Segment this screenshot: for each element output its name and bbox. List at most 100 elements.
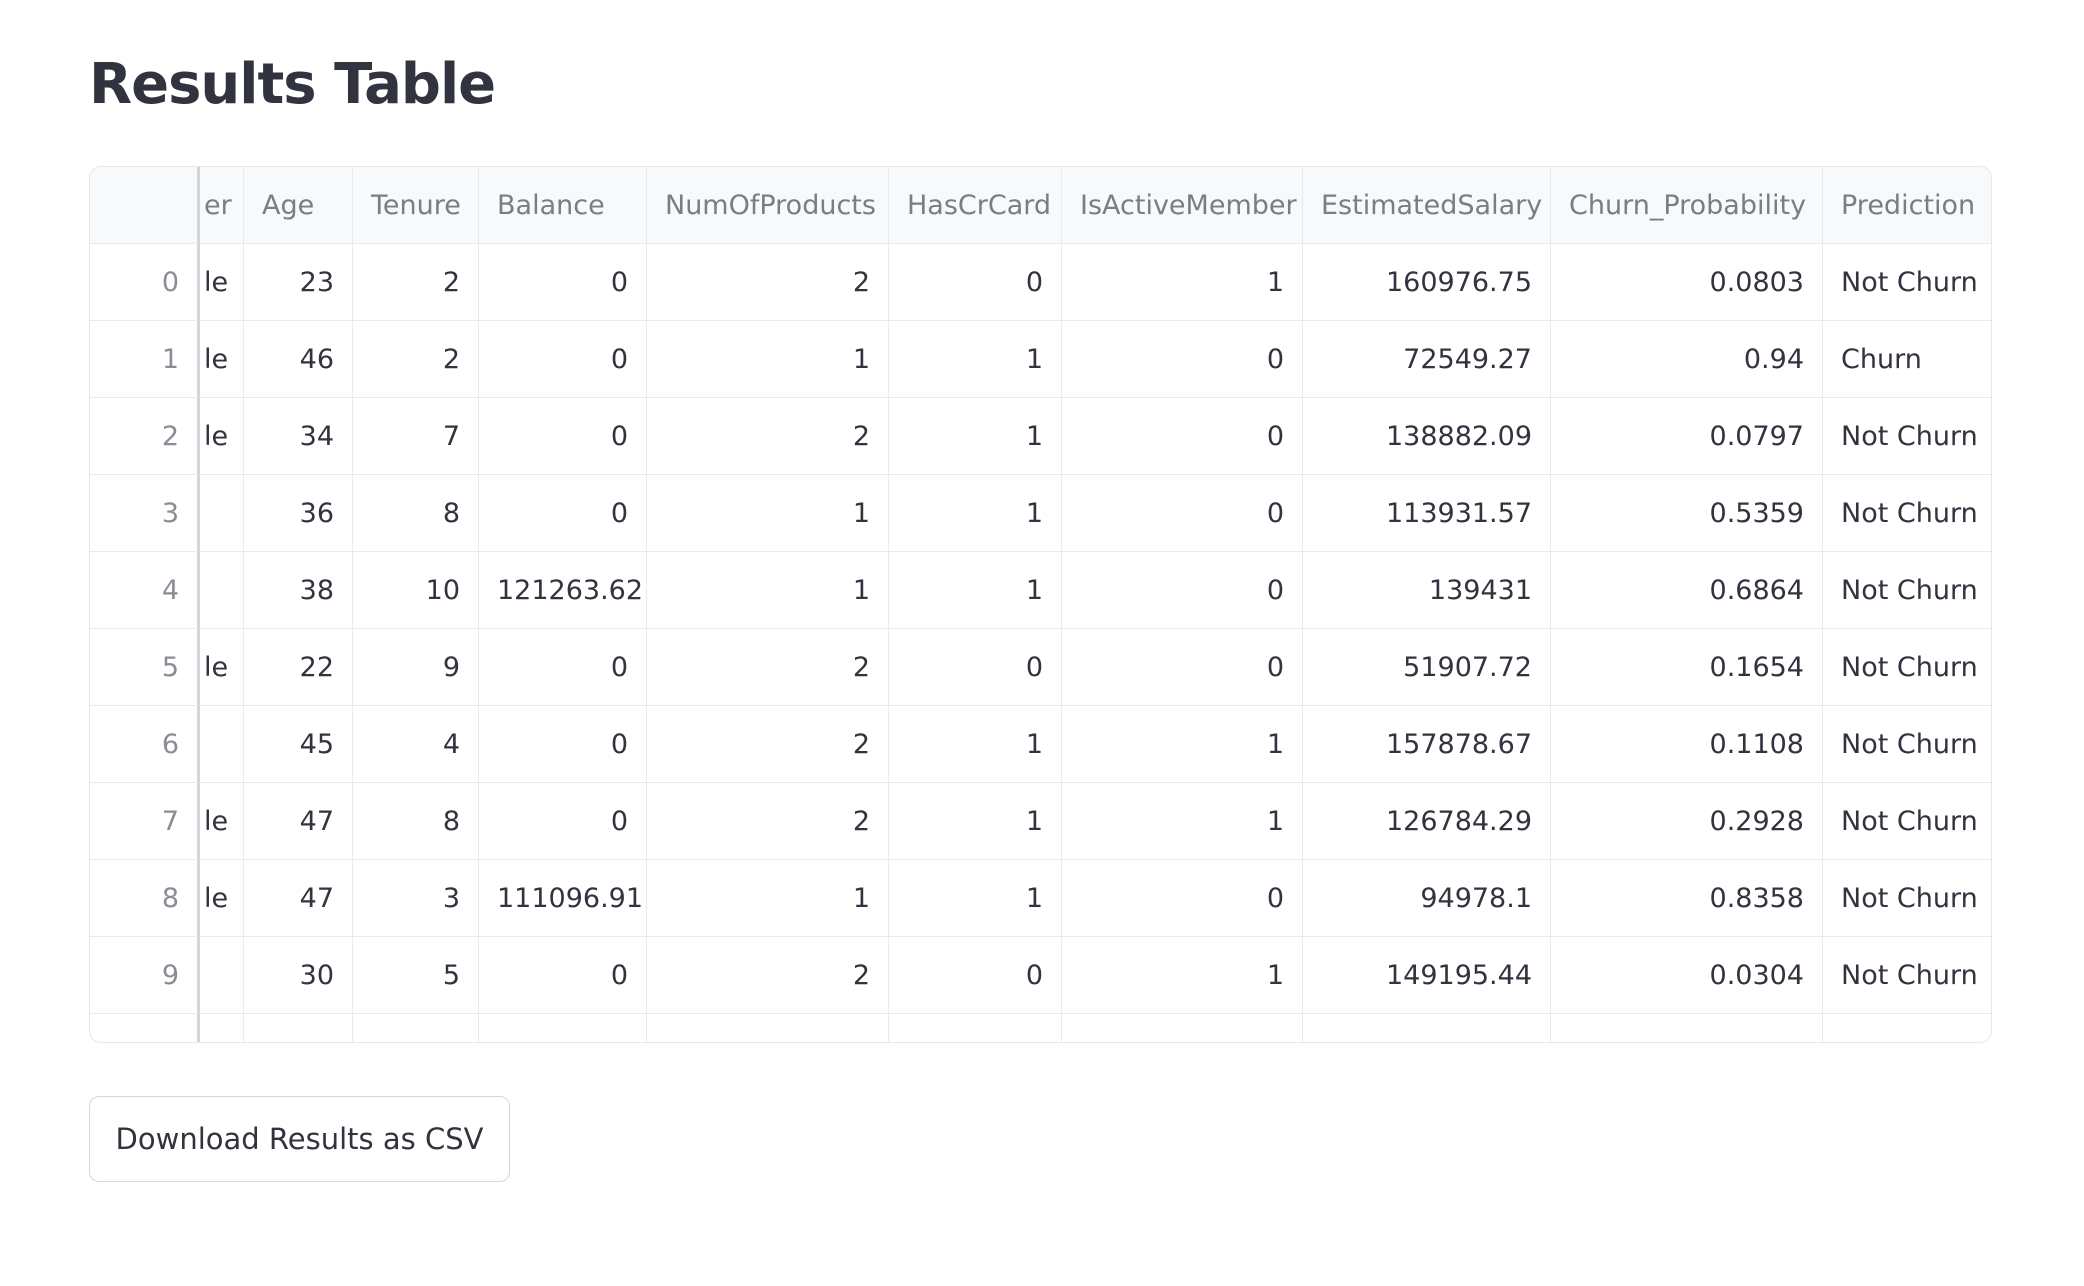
table-cell: 0 xyxy=(1062,629,1303,706)
row-index: 4 xyxy=(90,552,200,629)
results-table: er Age Tenure Balance NumOfProducts HasCrCard… xyxy=(89,166,1992,1043)
table-cell: 0 xyxy=(1062,552,1303,629)
table-cell: 121263.62 xyxy=(479,552,647,629)
table-cell: 45 xyxy=(244,706,353,783)
table-cell xyxy=(244,1014,353,1042)
table-cell: 2 xyxy=(647,706,889,783)
table-cell: 72549.27 xyxy=(1303,321,1551,398)
column-header: HasCrCard xyxy=(889,167,1062,244)
table-cell: 2 xyxy=(647,398,889,475)
column-header: Prediction xyxy=(1823,167,1991,244)
table-cell: 94978.1 xyxy=(1303,860,1551,937)
row-index: 6 xyxy=(90,706,200,783)
column-header: NumOfProducts xyxy=(647,167,889,244)
table-cell: 160976.75 xyxy=(1303,244,1551,321)
table-cell: 9 xyxy=(353,629,479,706)
table-cell: 0.94 xyxy=(1551,321,1823,398)
download-button[interactable]: Download Results as CSV xyxy=(89,1096,510,1182)
table-cell: 3 xyxy=(353,860,479,937)
column-header: Churn_Probability xyxy=(1551,167,1823,244)
table-cell: 2 xyxy=(647,937,889,1014)
table-cell: 0.1654 xyxy=(1551,629,1823,706)
table-cell: 36 xyxy=(244,475,353,552)
column-header: Balance xyxy=(479,167,647,244)
table-cell: Not Churn xyxy=(1823,706,1991,783)
table-cell: 46 xyxy=(244,321,353,398)
table-cell: 8 xyxy=(353,783,479,860)
table-cell: 0 xyxy=(479,629,647,706)
row-index: 9 xyxy=(90,937,200,1014)
table-cell: 23 xyxy=(244,244,353,321)
table-cell: 1 xyxy=(889,783,1062,860)
table-cell: 34 xyxy=(244,398,353,475)
table-cell: 1 xyxy=(1062,706,1303,783)
table-cell: 1 xyxy=(647,552,889,629)
table-cell: 38 xyxy=(244,552,353,629)
table-cell: 1 xyxy=(889,706,1062,783)
table-cell: 1 xyxy=(647,475,889,552)
table-cell: 0.0304 xyxy=(1551,937,1823,1014)
table-cell: 0 xyxy=(479,706,647,783)
table-cell: le xyxy=(200,244,244,321)
table-cell: 0 xyxy=(479,783,647,860)
table-cell: 0 xyxy=(1062,321,1303,398)
table-cell: Not Churn xyxy=(1823,629,1991,706)
table-cell: Not Churn xyxy=(1823,552,1991,629)
table-cell: 0 xyxy=(479,937,647,1014)
table-cell: 47 xyxy=(244,783,353,860)
table-cell: Not Churn xyxy=(1823,398,1991,475)
table-cell xyxy=(647,1014,889,1042)
table-cell: 5 xyxy=(353,937,479,1014)
table-cell: 139431 xyxy=(1303,552,1551,629)
table-cell: 0 xyxy=(889,937,1062,1014)
column-header: er xyxy=(200,167,244,244)
table-cell: 1 xyxy=(889,321,1062,398)
table-cell xyxy=(200,552,244,629)
table-cell: 2 xyxy=(647,244,889,321)
table-cell: 126784.29 xyxy=(1303,783,1551,860)
table-cell xyxy=(353,1014,479,1042)
row-index: 7 xyxy=(90,783,200,860)
table-cell: 1 xyxy=(1062,244,1303,321)
table-cell: 113931.57 xyxy=(1303,475,1551,552)
table-cell: 4 xyxy=(353,706,479,783)
table-cell: 1 xyxy=(889,552,1062,629)
table-cell xyxy=(1303,1014,1551,1042)
table-cell: 2 xyxy=(647,629,889,706)
table-cell: 51907.72 xyxy=(1303,629,1551,706)
column-header: IsActiveMember xyxy=(1062,167,1303,244)
table-cell: 0.0803 xyxy=(1551,244,1823,321)
table-cell: Churn xyxy=(1823,321,1991,398)
table-cell: 0 xyxy=(1062,398,1303,475)
table-cell: 2 xyxy=(353,244,479,321)
table-cell: le xyxy=(200,860,244,937)
table-cell: 1 xyxy=(889,860,1062,937)
table-cell xyxy=(90,1014,200,1042)
table-cell: le xyxy=(200,398,244,475)
table-cell: 0 xyxy=(889,629,1062,706)
table-cell xyxy=(1823,1014,1991,1042)
row-index: 8 xyxy=(90,860,200,937)
table-cell xyxy=(200,1014,244,1042)
table-cell: 0 xyxy=(889,244,1062,321)
table-cell: 0.0797 xyxy=(1551,398,1823,475)
table-cell: 0.6864 xyxy=(1551,552,1823,629)
table-cell: 30 xyxy=(244,937,353,1014)
row-index: 1 xyxy=(90,321,200,398)
table-cell: 1 xyxy=(647,860,889,937)
table-cell xyxy=(200,475,244,552)
table-cell: 2 xyxy=(353,321,479,398)
table-cell: le xyxy=(200,783,244,860)
table-cell: 2 xyxy=(647,783,889,860)
table-cell: Not Churn xyxy=(1823,937,1991,1014)
table-cell: 0 xyxy=(479,398,647,475)
table-cell xyxy=(200,937,244,1014)
table-cell: le xyxy=(200,629,244,706)
table-cell: 1 xyxy=(1062,783,1303,860)
row-index: 5 xyxy=(90,629,200,706)
table-cell: Not Churn xyxy=(1823,860,1991,937)
table-cell: 10 xyxy=(353,552,479,629)
table-cell: 1 xyxy=(1062,937,1303,1014)
column-header: EstimatedSalary xyxy=(1303,167,1551,244)
